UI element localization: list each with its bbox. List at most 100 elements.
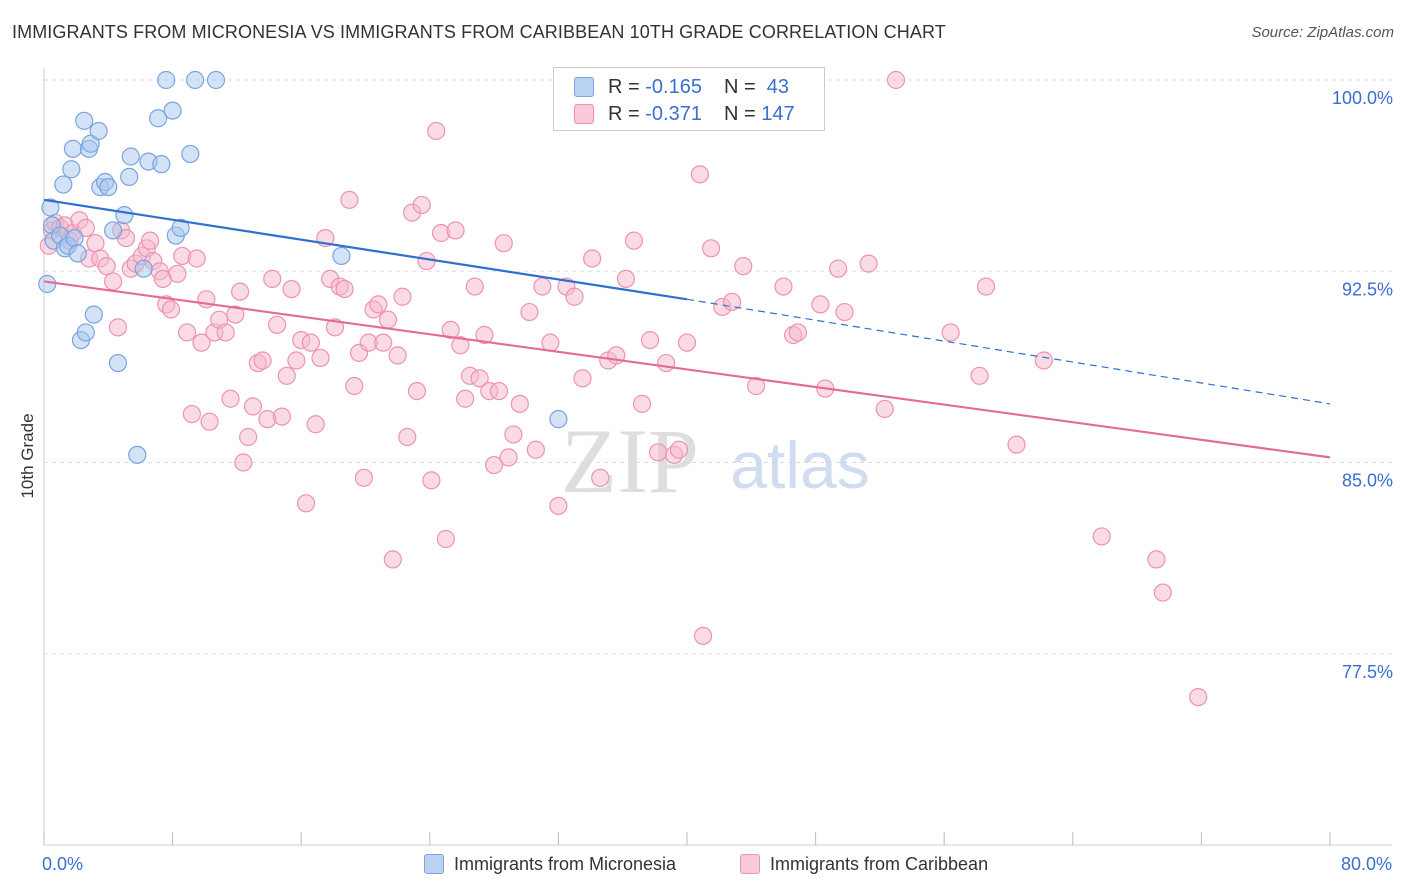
- caribbean-point: [263, 269, 282, 288]
- caribbean-point: [441, 320, 460, 339]
- x-tick-label-max: 80.0%: [1341, 854, 1392, 874]
- caribbean-point: [140, 231, 160, 250]
- caribbean-point: [520, 302, 539, 322]
- caribbean-point: [624, 231, 644, 250]
- y-tick-label: 77.5%: [1342, 662, 1393, 682]
- micronesia-point: [68, 244, 87, 263]
- caribbean-point: [690, 165, 709, 184]
- source-label: Source: ZipAtlas.com: [1251, 24, 1394, 41]
- caribbean-point: [388, 346, 407, 365]
- caribbean-point: [693, 626, 713, 646]
- caribbean-point: [677, 333, 697, 352]
- legend-r-label: R =: [608, 75, 640, 98]
- caribbean-point: [393, 287, 412, 306]
- micronesia-point: [157, 70, 176, 90]
- micronesia-point: [76, 323, 95, 342]
- caribbean-point: [1034, 351, 1053, 370]
- legend-row-micronesia: R = -0.165 N = 43: [574, 74, 789, 100]
- micronesia-point: [121, 147, 140, 166]
- caribbean-point: [616, 269, 636, 288]
- legend-n-value: 147: [761, 102, 795, 125]
- caribbean-point: [591, 468, 610, 487]
- caribbean-point: [234, 453, 253, 472]
- caribbean-point: [277, 366, 296, 385]
- caribbean-point: [526, 440, 545, 459]
- caribbean-point: [369, 295, 388, 314]
- chart-title: IMMIGRANTS FROM MICRONESIA VS IMMIGRANTS…: [12, 22, 946, 42]
- micronesia-point: [128, 445, 147, 464]
- caribbean-point: [231, 282, 250, 301]
- caribbean-point: [734, 257, 753, 276]
- bottom-legend-caribbean: Immigrants from Caribbean: [740, 852, 988, 876]
- caribbean-point: [510, 394, 529, 413]
- caribbean-point: [221, 389, 240, 408]
- watermark: ZIP atlas: [561, 410, 870, 512]
- micronesia-point: [134, 259, 153, 278]
- watermark-atlas: atlas: [730, 428, 869, 502]
- bottom-legend-swatch-pink: [740, 854, 760, 874]
- micronesia-point: [54, 175, 73, 194]
- caribbean-point: [465, 277, 484, 296]
- caribbean-point: [216, 323, 235, 342]
- caribbean-point: [104, 272, 123, 291]
- micronesia-point: [186, 70, 205, 90]
- micronesia-point: [84, 305, 103, 324]
- y-tick-labels: 77.5% 85.0% 92.5% 100.0%: [1332, 88, 1393, 682]
- caribbean-point: [340, 190, 359, 209]
- caribbean-point: [239, 427, 258, 447]
- caribbean-point: [398, 427, 417, 447]
- stats-legend: R = -0.165 N = 43 R = -0.371 N = 147: [553, 67, 825, 131]
- bottom-legend-label: Immigrants from Micronesia: [454, 853, 677, 874]
- caribbean-point: [470, 369, 489, 388]
- caribbean-point: [640, 331, 660, 350]
- micronesia-point: [75, 111, 94, 130]
- grid-lines: [44, 79, 1392, 655]
- legend-r-value: -0.165: [645, 75, 702, 98]
- caribbean-point: [272, 407, 292, 426]
- caribbean-point: [648, 443, 668, 462]
- micronesia-point: [65, 229, 84, 248]
- caribbean-point: [533, 277, 552, 296]
- micronesia-point: [115, 206, 134, 225]
- caribbean-point: [1189, 687, 1208, 707]
- caribbean-point: [446, 221, 465, 240]
- caribbean-point: [282, 280, 301, 299]
- caribbean-points: [39, 70, 1208, 707]
- legend-swatch-pink: [574, 104, 594, 124]
- caribbean-point: [325, 318, 345, 337]
- caribbean-point: [788, 323, 808, 342]
- caribbean-point: [669, 440, 689, 459]
- micronesia-point: [38, 274, 57, 294]
- legend-n-value: 43: [766, 75, 790, 98]
- caribbean-point: [494, 234, 513, 253]
- trend-lines: [43, 198, 1331, 459]
- y-tick-label: 85.0%: [1342, 471, 1393, 491]
- caribbean-point: [811, 295, 830, 314]
- caribbean-point: [253, 351, 272, 370]
- caribbean-point: [354, 468, 373, 487]
- caribbean-point: [941, 323, 960, 342]
- caribbean-point: [161, 300, 181, 319]
- micronesia-point: [549, 410, 568, 429]
- micronesia-trend-line: [43, 198, 688, 301]
- micronesia-point: [332, 246, 351, 266]
- caribbean-point: [182, 404, 201, 424]
- caribbean-point: [267, 315, 287, 334]
- caribbean-point: [86, 234, 105, 253]
- micronesia-point: [62, 160, 81, 179]
- caribbean-point: [422, 471, 441, 490]
- caribbean-point: [76, 218, 95, 237]
- caribbean-point: [747, 376, 766, 396]
- caribbean-point: [657, 353, 676, 373]
- caribbean-point: [774, 277, 793, 296]
- caribbean-point: [192, 333, 211, 352]
- micronesia-point: [89, 121, 108, 141]
- caribbean-point: [1147, 550, 1166, 569]
- caribbean-point: [456, 389, 475, 408]
- caribbean-point: [306, 415, 325, 434]
- caribbean-point: [632, 394, 652, 413]
- caribbean-point: [412, 195, 431, 215]
- caribbean-point: [583, 249, 602, 268]
- micronesia-trend-extension: [686, 298, 1331, 405]
- bottom-legend-label: Immigrants from Caribbean: [770, 853, 989, 874]
